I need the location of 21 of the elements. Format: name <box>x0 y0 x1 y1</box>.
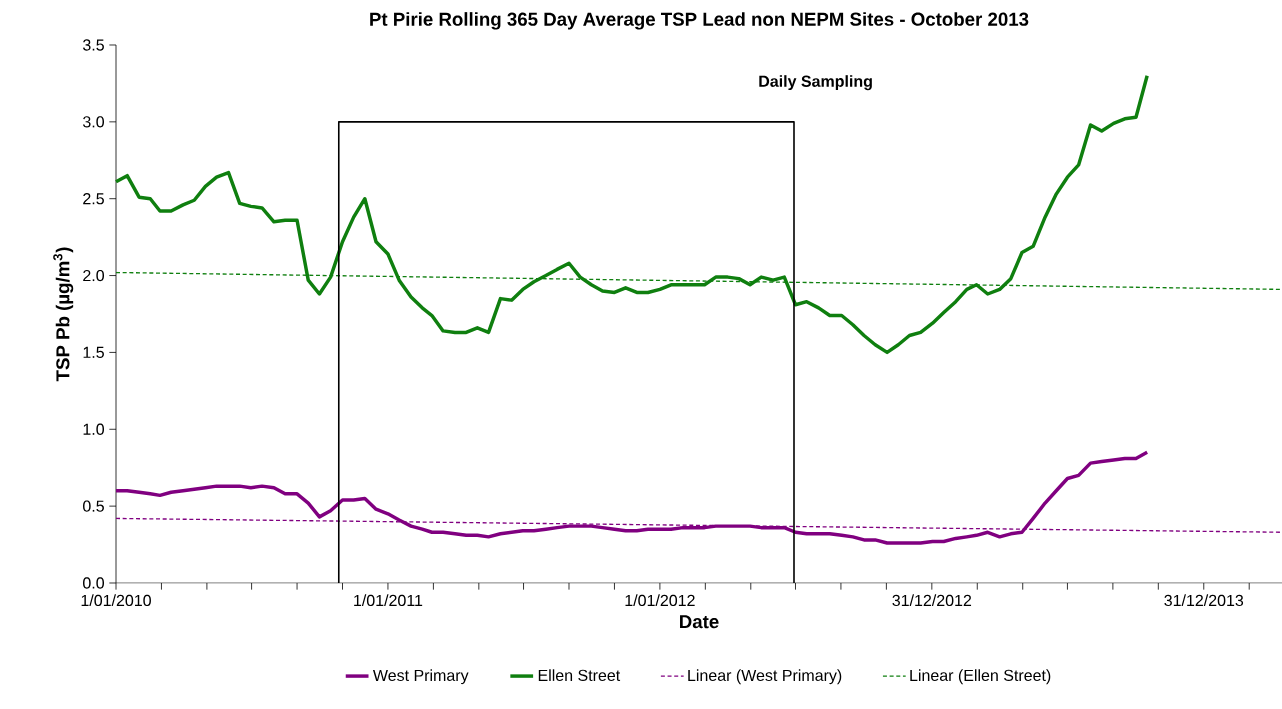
x-tick-label: 1/01/2011 <box>354 594 423 607</box>
y-tick-label: 0.0 <box>83 577 105 589</box>
x-tick-label: 31/12/2012 <box>892 594 972 607</box>
y-tick-label: 2.0 <box>83 269 105 282</box>
x-tick-label: 31/12/2013 <box>1164 594 1244 607</box>
legend-label: West Primary <box>372 669 469 685</box>
x-tick-label: 1/01/2012 <box>625 594 695 607</box>
y-tick-label: 1.5 <box>83 346 104 358</box>
chart-title: Pt Pirie Rolling 365 Day Average TSP Lead non NEPM Sites - October 2013 <box>370 12 1029 30</box>
annotation: Daily Sampling <box>759 75 872 91</box>
x-axis-title: Date <box>680 615 719 629</box>
y-tick-label: 0.5 <box>83 500 104 512</box>
y-tick-label: 1.0 <box>83 423 105 435</box>
y-tick-label: 3.0 <box>82 116 105 128</box>
y-axis-title: TSP Pb (µg/m$^{3}$) <box>53 247 74 382</box>
legend-label: Linear (West Primary) <box>688 669 842 685</box>
x-tick-label: 1/01/2010 <box>81 594 151 607</box>
legend-label: Ellen Street <box>538 669 621 682</box>
y-tick-label: 2.5 <box>83 193 104 205</box>
y-tick-label: 3.5 <box>82 39 104 51</box>
legend-label: Linear (Ellen Street) <box>910 669 1051 685</box>
